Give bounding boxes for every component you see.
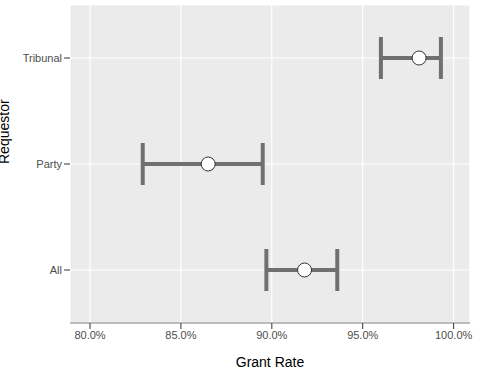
- svg-text:Tribunal: Tribunal: [23, 52, 62, 64]
- svg-text:95.0%: 95.0%: [347, 329, 378, 341]
- svg-text:Grant Rate: Grant Rate: [236, 354, 305, 370]
- svg-text:All: All: [50, 264, 62, 276]
- svg-text:Requestor: Requestor: [8, 99, 12, 164]
- svg-text:85.0%: 85.0%: [165, 329, 196, 341]
- svg-text:90.0%: 90.0%: [256, 329, 287, 341]
- svg-text:80.0%: 80.0%: [74, 329, 105, 341]
- svg-text:100.0%: 100.0%: [435, 329, 472, 341]
- svg-text:Party: Party: [36, 158, 62, 170]
